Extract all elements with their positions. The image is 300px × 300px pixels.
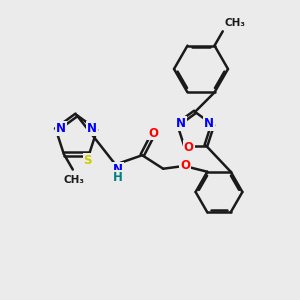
Text: O: O [184,140,194,154]
Text: N: N [204,117,214,130]
Text: H: H [113,171,122,184]
Text: N: N [56,122,66,135]
Text: CH₃: CH₃ [224,18,245,28]
Text: N: N [87,122,97,135]
Text: O: O [180,159,190,172]
Text: S: S [83,154,92,167]
Text: N: N [112,163,123,176]
Text: CH₃: CH₃ [64,175,85,185]
Text: O: O [148,127,158,140]
Text: N: N [176,117,186,130]
